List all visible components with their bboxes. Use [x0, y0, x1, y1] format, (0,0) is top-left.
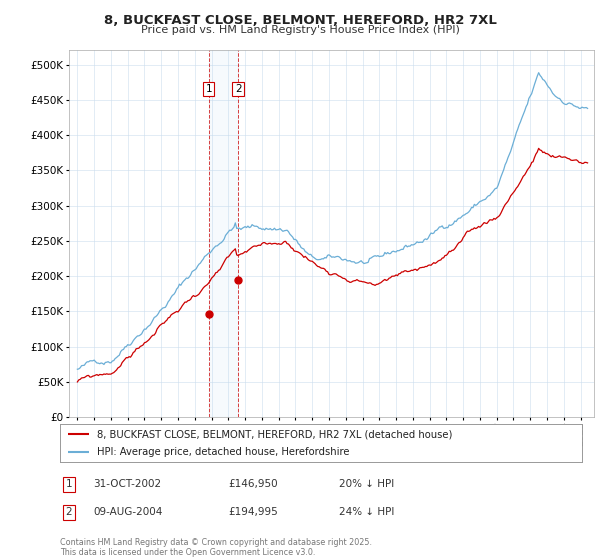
- Bar: [209, 50, 238, 417]
- Text: 1: 1: [205, 84, 212, 94]
- Text: 20% ↓ HPI: 20% ↓ HPI: [339, 479, 394, 489]
- Text: 09-AUG-2004: 09-AUG-2004: [93, 507, 163, 517]
- Text: £194,995: £194,995: [228, 507, 278, 517]
- Text: 8, BUCKFAST CLOSE, BELMONT, HEREFORD, HR2 7XL: 8, BUCKFAST CLOSE, BELMONT, HEREFORD, HR…: [104, 14, 496, 27]
- Text: 31-OCT-2002: 31-OCT-2002: [93, 479, 161, 489]
- Text: 8, BUCKFAST CLOSE, BELMONT, HEREFORD, HR2 7XL (detached house): 8, BUCKFAST CLOSE, BELMONT, HEREFORD, HR…: [97, 429, 452, 439]
- Text: Price paid vs. HM Land Registry's House Price Index (HPI): Price paid vs. HM Land Registry's House …: [140, 25, 460, 35]
- Text: 2: 2: [65, 507, 73, 517]
- Text: 1: 1: [65, 479, 73, 489]
- Text: HPI: Average price, detached house, Herefordshire: HPI: Average price, detached house, Here…: [97, 447, 349, 457]
- Text: 2: 2: [235, 84, 241, 94]
- Text: 24% ↓ HPI: 24% ↓ HPI: [339, 507, 394, 517]
- Text: £146,950: £146,950: [228, 479, 278, 489]
- Text: Contains HM Land Registry data © Crown copyright and database right 2025.
This d: Contains HM Land Registry data © Crown c…: [60, 538, 372, 557]
